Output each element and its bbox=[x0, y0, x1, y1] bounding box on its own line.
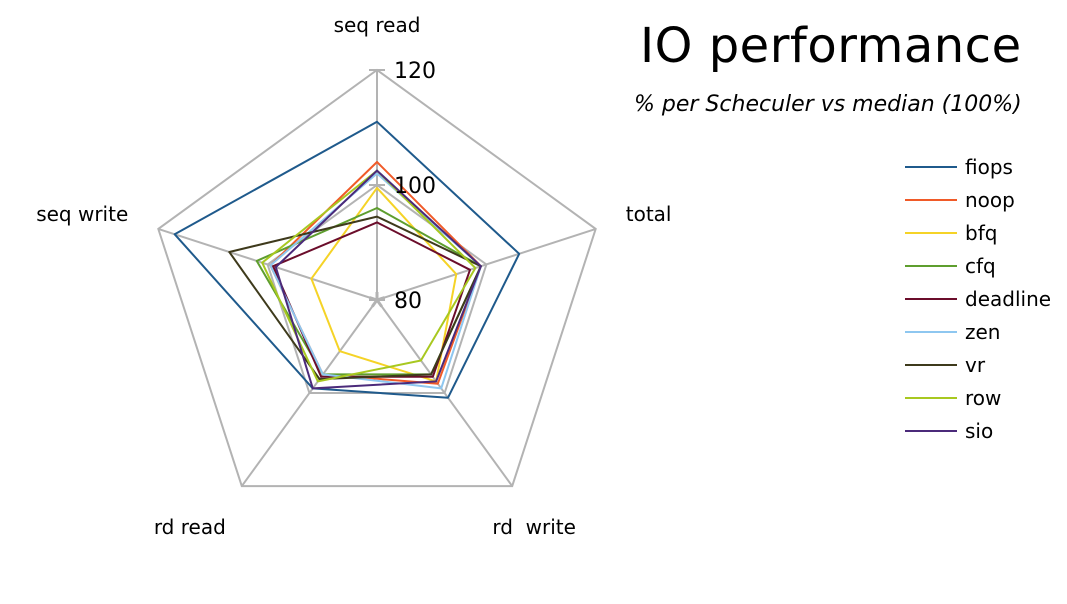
radial-tick-label: 120 bbox=[394, 59, 436, 84]
axis-spoke bbox=[157, 227, 378, 301]
legend-swatch bbox=[905, 264, 957, 267]
series-line-row bbox=[261, 169, 477, 383]
series-line-vr bbox=[228, 215, 482, 381]
legend-label: row bbox=[965, 385, 1002, 410]
legend-item: cfq bbox=[905, 249, 1065, 282]
legend-item: deadline bbox=[905, 282, 1065, 315]
axis-label: rd read bbox=[154, 515, 226, 539]
chart-subtitle: % per Scheculer vs median (100%) bbox=[634, 92, 1022, 117]
grid-ring-120 bbox=[157, 68, 597, 488]
radar-series bbox=[173, 120, 521, 399]
legend-swatch bbox=[905, 198, 957, 201]
series-line-sio bbox=[274, 169, 482, 390]
center-tick bbox=[368, 296, 378, 302]
legend-item: fiops bbox=[905, 150, 1065, 183]
legend-label: fiops bbox=[965, 154, 1013, 179]
axis-label: seq write bbox=[36, 202, 128, 226]
legend-label: noop bbox=[965, 187, 1015, 212]
legend-swatch bbox=[905, 165, 957, 168]
axis-spoke bbox=[376, 227, 597, 301]
legend-swatch bbox=[905, 297, 957, 300]
chart-legend: fiops noop bfq cfq deadline zen vr row sio bbox=[905, 150, 1065, 447]
legend-swatch bbox=[905, 396, 957, 399]
legend-item: zen bbox=[905, 315, 1065, 348]
legend-swatch bbox=[905, 330, 957, 333]
legend-label: cfq bbox=[965, 253, 996, 278]
legend-label: vr bbox=[965, 352, 986, 377]
legend-swatch bbox=[905, 231, 957, 234]
axis-spoke bbox=[376, 299, 513, 487]
legend-item: sio bbox=[905, 414, 1065, 447]
axis-label: rd write bbox=[492, 515, 576, 539]
legend-item: bfq bbox=[905, 216, 1065, 249]
radial-tick-label: 80 bbox=[394, 289, 422, 314]
legend-item: noop bbox=[905, 183, 1065, 216]
legend-item: vr bbox=[905, 348, 1065, 381]
legend-label: deadline bbox=[965, 286, 1052, 311]
axis-label: seq read bbox=[334, 13, 421, 37]
axis-spoke bbox=[241, 299, 378, 487]
legend-label: sio bbox=[965, 418, 994, 443]
legend-swatch bbox=[905, 363, 957, 366]
series-line-fiops bbox=[173, 120, 521, 399]
legend-label: zen bbox=[965, 319, 1001, 344]
legend-swatch bbox=[905, 429, 957, 432]
chart-title: IO performance bbox=[640, 18, 1022, 74]
series-line-noop bbox=[269, 161, 482, 385]
axis-label: total bbox=[626, 202, 672, 226]
radial-tick-label: 100 bbox=[394, 174, 436, 199]
legend-label: bfq bbox=[965, 220, 998, 245]
radar-grid bbox=[157, 68, 597, 488]
radar-labels: 80 100 120 seq read total rd write rd read seq … bbox=[36, 13, 671, 539]
legend-item: row bbox=[905, 381, 1065, 414]
